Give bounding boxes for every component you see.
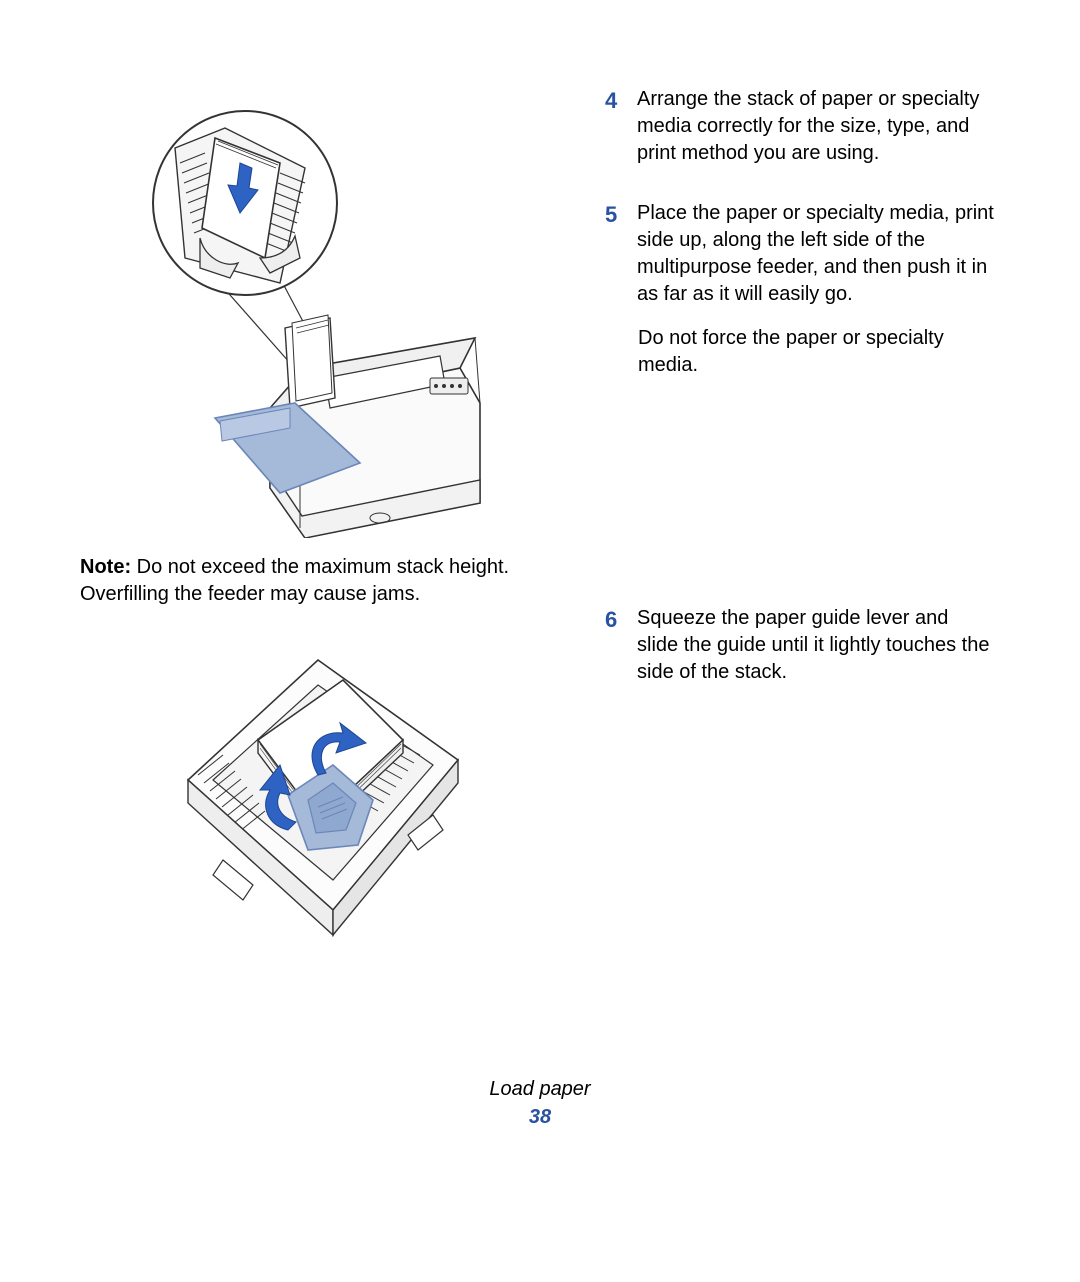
figure-printer-load	[130, 108, 490, 538]
step-4-number: 4	[605, 86, 617, 116]
step-5-number: 5	[605, 200, 617, 230]
footer-page-number: 38	[0, 1106, 1080, 1129]
note-text: Note: Do not exceed the maximum stack he…	[80, 554, 520, 608]
step-5: 5 Place the paper or specialty media, pr…	[605, 200, 995, 308]
step-6-number: 6	[605, 605, 617, 635]
footer-title: Load paper	[0, 1078, 1080, 1101]
note-body: Do not exceed the maximum stack height. …	[80, 556, 509, 605]
step-5-extra: Do not force the paper or specialty medi…	[638, 325, 998, 379]
figure-paper-guide	[168, 625, 468, 955]
step-4: 4 Arrange the stack of paper or specialt…	[605, 86, 985, 167]
step-4-text: Arrange the stack of paper or specialty …	[637, 86, 985, 167]
step-6: 6 Squeeze the paper guide lever and slid…	[605, 605, 990, 686]
step-6-text: Squeeze the paper guide lever and slide …	[637, 605, 990, 686]
step-5-text: Place the paper or specialty media, prin…	[637, 200, 995, 308]
note-label: Note:	[80, 556, 131, 578]
